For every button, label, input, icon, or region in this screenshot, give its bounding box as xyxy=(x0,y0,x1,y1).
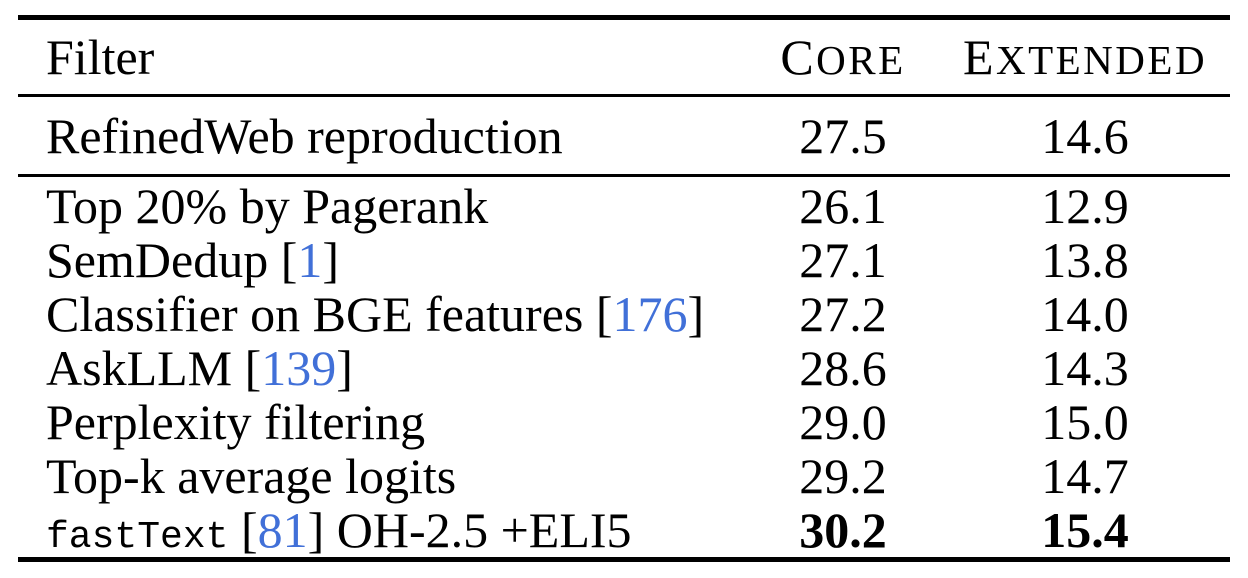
filter-cell: AskLLM [139] xyxy=(18,341,733,395)
core-value: 27.1 xyxy=(799,232,887,288)
filter-label-text: Classifier on BGE features [ xyxy=(46,286,613,342)
filter-label-text: ] xyxy=(336,340,353,396)
results-table: Filter CORE EXTENDED RefinedWeb reproduc… xyxy=(18,15,1230,562)
citation-link[interactable]: 176 xyxy=(612,286,688,342)
citation-link[interactable]: 139 xyxy=(261,340,337,396)
table-header-row: Filter CORE EXTENDED xyxy=(18,20,1230,97)
filter-label-text: Perplexity filtering xyxy=(46,394,426,450)
filter-label-text: ] xyxy=(322,232,339,288)
table-row: Perplexity filtering 29.0 15.0 xyxy=(18,395,1230,449)
core-value: 30.2 xyxy=(799,502,887,558)
core-value: 27.5 xyxy=(799,107,887,164)
smallcaps-rest: XTENDED xyxy=(995,37,1208,83)
table-row: Classifier on BGE features [176] 27.2 14.0 xyxy=(18,287,1230,341)
extended-value: 15.0 xyxy=(1041,394,1129,450)
smallcaps-initial: E xyxy=(962,29,996,85)
filter-label-text: SemDedup [ xyxy=(46,232,298,288)
filter-label-text: ] xyxy=(687,286,705,342)
filter-cell: Top-k average logits xyxy=(18,449,733,503)
filter-label-text: fastText xyxy=(46,516,229,559)
table-row: fastText [81] OH-2.5 +ELI5 30.2 15.4 xyxy=(18,502,1230,559)
filter-label-text: ] OH-2.5 +ELI5 xyxy=(307,502,632,558)
filter-label-text: AskLLM [ xyxy=(46,340,262,396)
citation-link[interactable]: 81 xyxy=(257,502,308,558)
extended-value: 12.9 xyxy=(1041,178,1129,234)
filter-label-text: [ xyxy=(228,502,258,558)
extended-value: 14.3 xyxy=(1041,340,1129,396)
core-value: 29.0 xyxy=(799,394,887,450)
filter-cell: fastText [81] OH-2.5 +ELI5 xyxy=(18,502,733,559)
core-value: 27.2 xyxy=(799,286,887,342)
filter-cell: Perplexity filtering xyxy=(18,395,733,449)
table-row: SemDedup [1] 27.1 13.8 xyxy=(18,233,1230,287)
column-header-filter: Filter xyxy=(46,29,155,85)
filter-cell: SemDedup [1] xyxy=(18,233,733,287)
column-header-core: CORE xyxy=(733,28,953,86)
filter-cell: Top 20% by Pagerank xyxy=(18,179,733,233)
column-header-extended: EXTENDED xyxy=(953,28,1217,86)
extended-value: 14.0 xyxy=(1041,286,1129,342)
table-row: AskLLM [139] 28.6 14.3 xyxy=(18,341,1230,395)
methods-section: Top 20% by Pagerank 26.1 12.9 SemDedup [1] 2… xyxy=(18,177,1230,559)
extended-value: 13.8 xyxy=(1041,232,1129,288)
extended-value: 15.4 xyxy=(1041,502,1129,558)
filter-label-text: RefinedWeb reproduction xyxy=(46,107,563,164)
table-row: RefinedWeb reproduction 27.5 14.6 xyxy=(18,97,1230,174)
filter-label-text: Top 20% by Pagerank xyxy=(46,178,489,234)
smallcaps-initial: C xyxy=(780,29,817,85)
filter-cell: RefinedWeb reproduction xyxy=(18,107,733,165)
table-row: Top 20% by Pagerank 26.1 12.9 xyxy=(18,179,1230,233)
core-value: 29.2 xyxy=(799,448,887,504)
filter-label-text: Top-k average logits xyxy=(46,448,457,504)
baseline-section: RefinedWeb reproduction 27.5 14.6 xyxy=(18,97,1230,177)
core-value: 26.1 xyxy=(799,178,887,234)
table-row: Top-k average logits 29.2 14.7 xyxy=(18,449,1230,503)
filter-cell: Classifier on BGE features [176] xyxy=(18,287,733,341)
smallcaps-rest: ORE xyxy=(816,37,906,83)
citation-link[interactable]: 1 xyxy=(297,232,323,288)
extended-value: 14.6 xyxy=(1041,107,1129,164)
extended-value: 14.7 xyxy=(1041,448,1129,504)
core-value: 28.6 xyxy=(799,340,887,396)
